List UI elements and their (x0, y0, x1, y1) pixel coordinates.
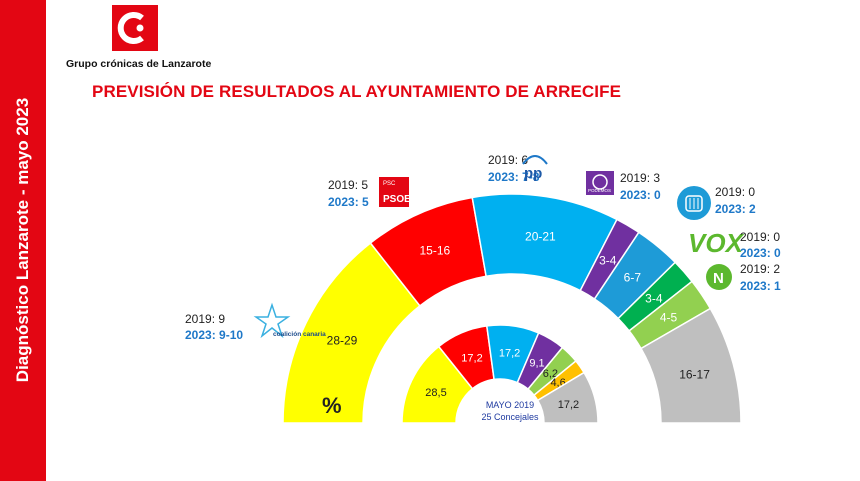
annotation-podemos: PODEMOS 2019: 3 2023: 0 (586, 171, 661, 202)
psoe-logo-icon: PSC PSOE (379, 177, 411, 207)
may-2019-label-3: 9,1 (529, 357, 544, 369)
lep-2019-seats: 2019: 0 (715, 185, 755, 199)
pp-logo-text: pp (524, 165, 542, 182)
may-2019-label-2: 17,2 (499, 347, 520, 359)
podemos-logo-icon: PODEMOS (586, 171, 614, 195)
nc-2019-seats: 2019: 2 (740, 262, 780, 276)
forecast-label-2: 20-21 (525, 229, 556, 243)
vox-logo-icon: VOX (688, 228, 745, 258)
pp-2019-seats: 2019: 6 (488, 153, 528, 167)
forecast-label-5: 3-4 (645, 291, 663, 305)
cc-logo-text: coalición canaria (273, 331, 326, 338)
vox-2019-seats: 2019: 0 (740, 230, 780, 244)
forecast-label-3: 3-4 (599, 253, 617, 267)
may-2019-donut: 28,517,2 17,29,16,24,617,2 (401, 324, 599, 424)
psoe-logo-text: PSOE (383, 194, 411, 205)
pp-2023-seats: 2023: 7-8 (488, 170, 540, 184)
podemos-2023-seats: 2023: 0 (620, 188, 661, 202)
nc-2023-seats: 2023: 1 (740, 279, 781, 293)
sidebar-banner: Diagnóstico Lanzarote - mayo 2023 (0, 0, 46, 481)
cronicas-logo-icon (112, 5, 158, 51)
forecast-label-1: 15-16 (420, 244, 451, 258)
forecast-label-6: 4-5 (660, 310, 678, 324)
may-2019-segment-6 (536, 371, 599, 424)
small-donut-title: MAYO 2019 (486, 400, 534, 410)
forecast-label-4: 6-7 (624, 270, 642, 284)
forecast-label-7: 16-17 (679, 367, 710, 381)
may-2019-label-4: 6,2 (543, 368, 558, 380)
cc-2023-seats: 2023: 9-10 (185, 328, 243, 342)
vox-2023-seats: 2023: 0 (740, 246, 781, 260)
logo-name: Grupo crónicas de Lanzarote (66, 58, 212, 70)
psoe-logo-small: PSC (383, 181, 396, 187)
annotation-nc: N 2019: 2 2023: 1 (706, 262, 781, 293)
may-2019-label-6: 17,2 (558, 399, 579, 411)
svg-text:N: N (713, 270, 724, 287)
may-2019-label-1: 17,2 (461, 353, 482, 365)
annotation-vox: VOX 2019: 0 2023: 0 (688, 228, 781, 260)
lanzarote-en-pie-logo-icon (677, 186, 711, 220)
forecast-segment-7 (640, 307, 742, 424)
annotation-pp: 2019: 6 2023: 7-8 pp (488, 153, 548, 184)
forecast-label-0: 28-29 (327, 334, 358, 348)
small-donut-subtitle: 25 Concejales (481, 412, 539, 422)
page-title: PREVISIÓN DE RESULTADOS AL AYUNTAMIENTO … (92, 82, 622, 101)
pp-logo-icon: pp (522, 155, 548, 182)
may-2019-label-0: 28,5 (425, 387, 446, 399)
lep-2023-seats: 2023: 2 (715, 202, 756, 216)
coalicion-canaria-logo-icon: coalición canaria (253, 302, 326, 339)
annotation-cc: 2019: 9 2023: 9-10 coalición canaria (185, 302, 326, 342)
annotation-psoe: 2019: 5 2023: 5 PSC PSOE (328, 177, 411, 209)
psoe-2019-seats: 2019: 5 (328, 178, 368, 192)
psoe-2023-seats: 2023: 5 (328, 195, 369, 209)
nc-logo-icon: N (706, 264, 732, 290)
percent-sign: % (322, 393, 342, 418)
annotation-lanzarote-en-pie: 2019: 0 2023: 2 (677, 185, 756, 220)
cc-2019-seats: 2019: 9 (185, 312, 225, 326)
podemos-2019-seats: 2019: 3 (620, 171, 660, 185)
podemos-logo-text: PODEMOS (588, 188, 611, 193)
